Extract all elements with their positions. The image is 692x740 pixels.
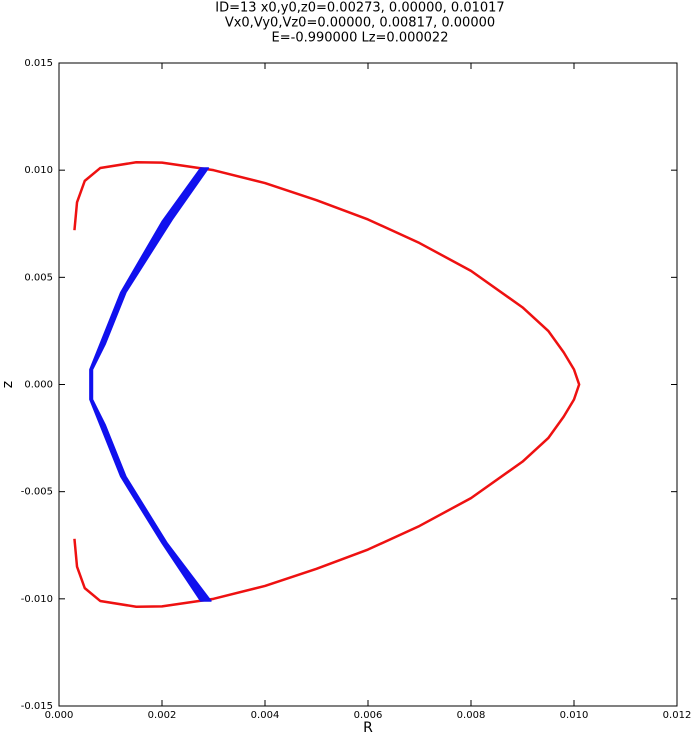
x-axis-label: R (363, 720, 373, 736)
x-tick-label: 0.012 (663, 710, 692, 721)
y-tick-label: 0.010 (24, 165, 53, 176)
y-tick-label: 0.005 (24, 272, 53, 283)
y-tick-label: -0.015 (21, 701, 53, 712)
orbit-band (89, 167, 212, 602)
y-tick-label: 0.015 (24, 58, 53, 69)
plot-frame (58, 62, 678, 707)
curve (73, 160, 581, 609)
y-tick-label: 0.000 (24, 380, 53, 391)
y-tick-label: -0.010 (21, 594, 53, 605)
y-axis-label: z (0, 381, 16, 388)
x-tick-label: 0.006 (354, 710, 383, 721)
y-tick-label: -0.005 (21, 487, 53, 498)
x-tick-label: 0.000 (45, 710, 74, 721)
chart-title: Vx0,Vy0,Vz0=0.00000, 0.00817, 0.00000 (225, 16, 495, 31)
chart-title: ID=13 x0,y0,z0=0.00273, 0.00000, 0.01017 (215, 1, 504, 16)
x-tick-label: 0.008 (457, 710, 486, 721)
x-tick-label: 0.002 (148, 710, 177, 721)
x-tick-label: 0.010 (560, 710, 589, 721)
x-tick-label: 0.004 (251, 710, 280, 721)
chart-title: E=-0.990000 Lz=0.000022 (272, 31, 449, 46)
